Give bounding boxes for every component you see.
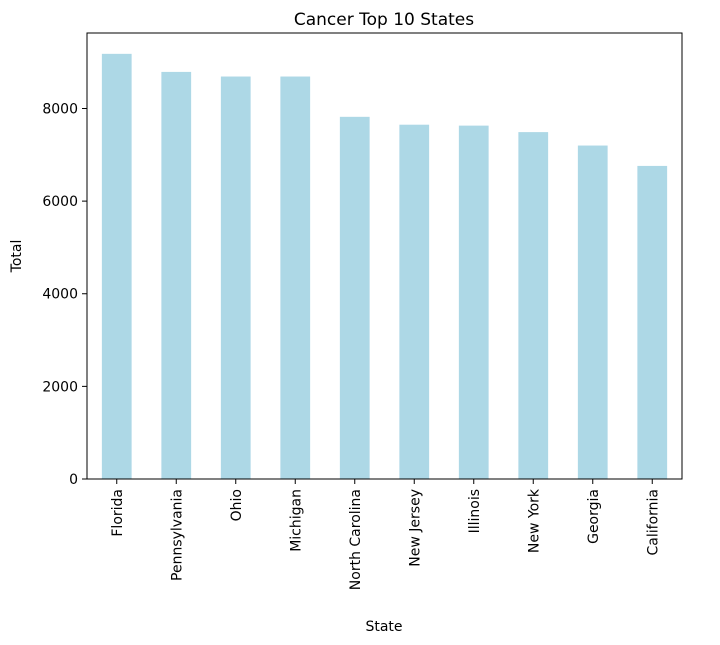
bar-michigan [280, 76, 311, 479]
y-axis-ticks: 0 2000 4000 6000 8000 [42, 101, 87, 488]
x-tick-label: New York [526, 488, 542, 553]
bar-georgia [577, 145, 608, 479]
bar-pennsylvania [161, 71, 192, 479]
y-axis-label: Total [9, 240, 25, 274]
y-tick-label: 2000 [42, 379, 78, 395]
chart-title: Cancer Top 10 States [294, 10, 474, 30]
x-tick-label: Florida [110, 489, 126, 537]
plot-frame [86, 32, 683, 480]
x-tick-label: Ohio [229, 489, 245, 521]
bars-layer [101, 53, 668, 480]
y-tick-label: 0 [69, 472, 78, 488]
x-axis-label: State [365, 619, 402, 635]
x-axis-ticks: Florida Pennsylvania Ohio Michigan North Car… [110, 479, 661, 590]
x-tick-label: New Jersey [407, 489, 423, 567]
bar-illinois [458, 125, 489, 480]
x-tick-label: Pennsylvania [169, 489, 185, 581]
x-tick-label: California [645, 489, 661, 555]
x-tick-label: Michigan [288, 489, 304, 552]
bar-florida [101, 53, 132, 479]
bar-ohio [220, 76, 251, 479]
y-tick-label: 4000 [42, 287, 78, 303]
bar-california [637, 165, 668, 479]
bar-north-carolina [339, 116, 370, 479]
bar-new-york [518, 132, 549, 479]
x-tick-label: North Carolina [348, 489, 364, 590]
y-tick-label: 8000 [42, 101, 78, 117]
bar-new-jersey [399, 124, 430, 480]
y-tick-label: 6000 [42, 194, 78, 210]
x-tick-label: Illinois [467, 489, 483, 533]
x-tick-label: Georgia [586, 489, 602, 544]
